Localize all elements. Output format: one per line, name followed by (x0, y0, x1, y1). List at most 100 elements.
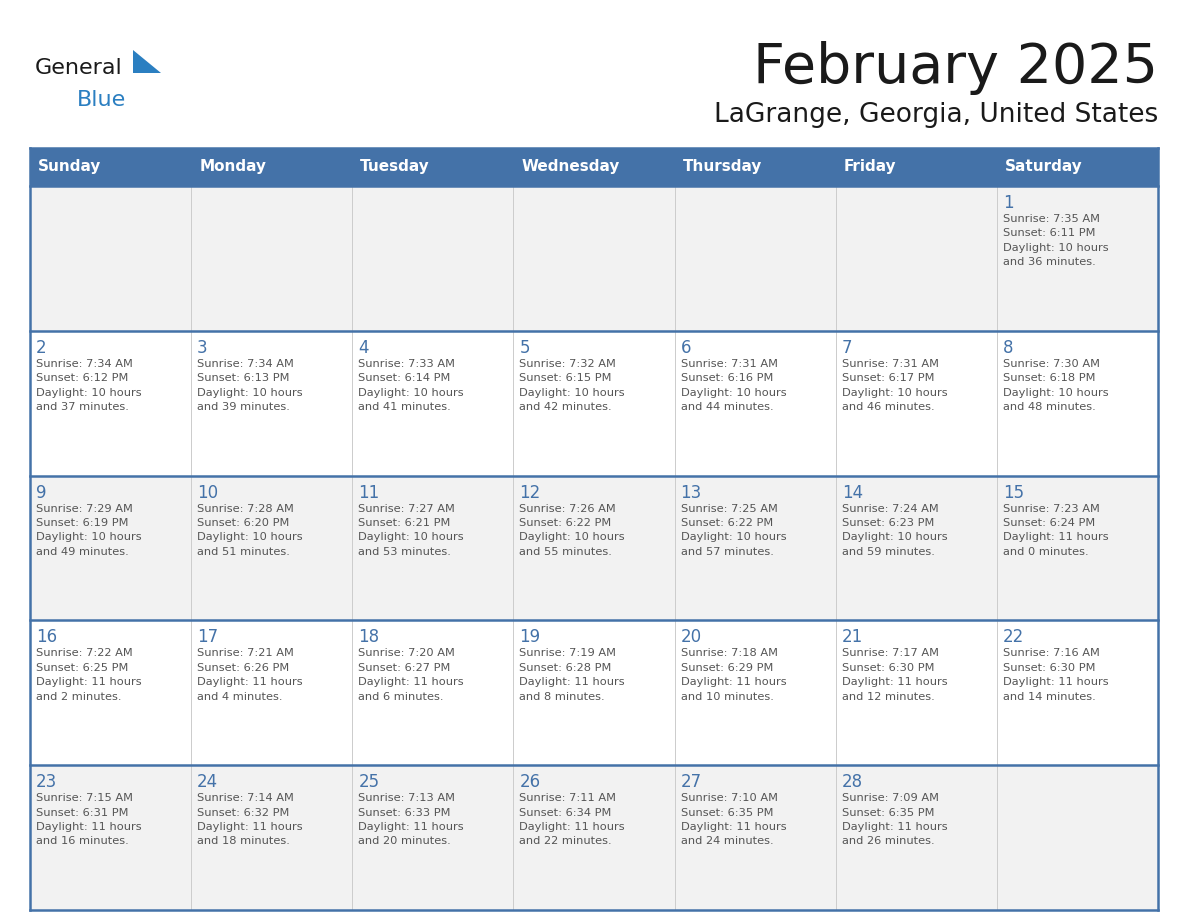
Text: Thursday: Thursday (683, 160, 762, 174)
Bar (997, 766, 1158, 910)
Text: 22: 22 (1003, 629, 1024, 646)
Bar (191, 621, 353, 766)
Text: Sunrise: 7:22 AM
Sunset: 6:25 PM
Daylight: 11 hours
and 2 minutes.: Sunrise: 7:22 AM Sunset: 6:25 PM Dayligh… (36, 648, 141, 701)
Bar (30, 186, 191, 330)
Bar (997, 148, 1158, 186)
Bar (191, 476, 353, 621)
Text: Blue: Blue (77, 90, 126, 110)
Bar (30, 621, 191, 766)
Text: 25: 25 (359, 773, 379, 791)
Bar (513, 148, 675, 186)
Text: Tuesday: Tuesday (360, 160, 430, 174)
Bar (353, 476, 513, 621)
Text: 3: 3 (197, 339, 208, 357)
Text: Sunrise: 7:25 AM
Sunset: 6:22 PM
Daylight: 10 hours
and 57 minutes.: Sunrise: 7:25 AM Sunset: 6:22 PM Dayligh… (681, 504, 786, 557)
Text: LaGrange, Georgia, United States: LaGrange, Georgia, United States (714, 102, 1158, 128)
Bar (835, 186, 997, 330)
Text: Wednesday: Wednesday (522, 160, 620, 174)
Text: Sunrise: 7:34 AM
Sunset: 6:12 PM
Daylight: 10 hours
and 37 minutes.: Sunrise: 7:34 AM Sunset: 6:12 PM Dayligh… (36, 359, 141, 412)
Bar (997, 476, 1158, 621)
Bar (835, 330, 997, 476)
Bar (30, 330, 191, 476)
Text: 28: 28 (842, 773, 862, 791)
Text: 1: 1 (1003, 194, 1013, 212)
Text: Sunrise: 7:30 AM
Sunset: 6:18 PM
Daylight: 10 hours
and 48 minutes.: Sunrise: 7:30 AM Sunset: 6:18 PM Dayligh… (1003, 359, 1108, 412)
Bar (997, 330, 1158, 476)
Text: 20: 20 (681, 629, 702, 646)
Text: Sunrise: 7:13 AM
Sunset: 6:33 PM
Daylight: 11 hours
and 20 minutes.: Sunrise: 7:13 AM Sunset: 6:33 PM Dayligh… (359, 793, 463, 846)
Text: 26: 26 (519, 773, 541, 791)
Text: Sunrise: 7:31 AM
Sunset: 6:16 PM
Daylight: 10 hours
and 44 minutes.: Sunrise: 7:31 AM Sunset: 6:16 PM Dayligh… (681, 359, 786, 412)
Bar (30, 148, 191, 186)
Bar (513, 766, 675, 910)
Bar (353, 330, 513, 476)
Bar (191, 148, 353, 186)
Bar (191, 186, 353, 330)
Text: 27: 27 (681, 773, 702, 791)
Text: Sunrise: 7:35 AM
Sunset: 6:11 PM
Daylight: 10 hours
and 36 minutes.: Sunrise: 7:35 AM Sunset: 6:11 PM Dayligh… (1003, 214, 1108, 267)
Text: Sunrise: 7:11 AM
Sunset: 6:34 PM
Daylight: 11 hours
and 22 minutes.: Sunrise: 7:11 AM Sunset: 6:34 PM Dayligh… (519, 793, 625, 846)
Text: 16: 16 (36, 629, 57, 646)
Text: Sunrise: 7:33 AM
Sunset: 6:14 PM
Daylight: 10 hours
and 41 minutes.: Sunrise: 7:33 AM Sunset: 6:14 PM Dayligh… (359, 359, 463, 412)
Text: Sunrise: 7:19 AM
Sunset: 6:28 PM
Daylight: 11 hours
and 8 minutes.: Sunrise: 7:19 AM Sunset: 6:28 PM Dayligh… (519, 648, 625, 701)
Text: Sunrise: 7:26 AM
Sunset: 6:22 PM
Daylight: 10 hours
and 55 minutes.: Sunrise: 7:26 AM Sunset: 6:22 PM Dayligh… (519, 504, 625, 557)
Text: 7: 7 (842, 339, 852, 357)
Bar (675, 621, 835, 766)
Bar (675, 476, 835, 621)
Text: Sunrise: 7:21 AM
Sunset: 6:26 PM
Daylight: 11 hours
and 4 minutes.: Sunrise: 7:21 AM Sunset: 6:26 PM Dayligh… (197, 648, 303, 701)
Bar (835, 766, 997, 910)
Text: 17: 17 (197, 629, 219, 646)
Bar (835, 476, 997, 621)
Text: 10: 10 (197, 484, 219, 501)
Bar (675, 330, 835, 476)
Bar (675, 186, 835, 330)
Text: 5: 5 (519, 339, 530, 357)
Text: 4: 4 (359, 339, 368, 357)
Text: Sunrise: 7:24 AM
Sunset: 6:23 PM
Daylight: 10 hours
and 59 minutes.: Sunrise: 7:24 AM Sunset: 6:23 PM Dayligh… (842, 504, 947, 557)
Bar (513, 186, 675, 330)
Bar (513, 476, 675, 621)
Text: 8: 8 (1003, 339, 1013, 357)
Text: 9: 9 (36, 484, 46, 501)
Bar (675, 766, 835, 910)
Text: Sunrise: 7:34 AM
Sunset: 6:13 PM
Daylight: 10 hours
and 39 minutes.: Sunrise: 7:34 AM Sunset: 6:13 PM Dayligh… (197, 359, 303, 412)
Text: February 2025: February 2025 (753, 41, 1158, 95)
Text: 6: 6 (681, 339, 691, 357)
Text: Sunrise: 7:23 AM
Sunset: 6:24 PM
Daylight: 11 hours
and 0 minutes.: Sunrise: 7:23 AM Sunset: 6:24 PM Dayligh… (1003, 504, 1108, 557)
Text: Sunrise: 7:31 AM
Sunset: 6:17 PM
Daylight: 10 hours
and 46 minutes.: Sunrise: 7:31 AM Sunset: 6:17 PM Dayligh… (842, 359, 947, 412)
Bar (30, 476, 191, 621)
Bar (353, 186, 513, 330)
Text: 12: 12 (519, 484, 541, 501)
Text: Sunrise: 7:32 AM
Sunset: 6:15 PM
Daylight: 10 hours
and 42 minutes.: Sunrise: 7:32 AM Sunset: 6:15 PM Dayligh… (519, 359, 625, 412)
Text: Sunrise: 7:09 AM
Sunset: 6:35 PM
Daylight: 11 hours
and 26 minutes.: Sunrise: 7:09 AM Sunset: 6:35 PM Dayligh… (842, 793, 947, 846)
Text: Sunrise: 7:28 AM
Sunset: 6:20 PM
Daylight: 10 hours
and 51 minutes.: Sunrise: 7:28 AM Sunset: 6:20 PM Dayligh… (197, 504, 303, 557)
Bar (353, 621, 513, 766)
Text: 15: 15 (1003, 484, 1024, 501)
Bar (191, 330, 353, 476)
Text: 19: 19 (519, 629, 541, 646)
Bar (997, 621, 1158, 766)
Text: Sunrise: 7:18 AM
Sunset: 6:29 PM
Daylight: 11 hours
and 10 minutes.: Sunrise: 7:18 AM Sunset: 6:29 PM Dayligh… (681, 648, 786, 701)
Text: Sunrise: 7:15 AM
Sunset: 6:31 PM
Daylight: 11 hours
and 16 minutes.: Sunrise: 7:15 AM Sunset: 6:31 PM Dayligh… (36, 793, 141, 846)
Text: Friday: Friday (843, 160, 896, 174)
Bar (835, 621, 997, 766)
Bar (835, 148, 997, 186)
Text: 24: 24 (197, 773, 219, 791)
Text: 23: 23 (36, 773, 57, 791)
Bar (353, 148, 513, 186)
Text: Sunrise: 7:20 AM
Sunset: 6:27 PM
Daylight: 11 hours
and 6 minutes.: Sunrise: 7:20 AM Sunset: 6:27 PM Dayligh… (359, 648, 463, 701)
Bar (997, 186, 1158, 330)
Text: Sunrise: 7:17 AM
Sunset: 6:30 PM
Daylight: 11 hours
and 12 minutes.: Sunrise: 7:17 AM Sunset: 6:30 PM Dayligh… (842, 648, 947, 701)
Bar (513, 330, 675, 476)
Bar (513, 621, 675, 766)
Bar (353, 766, 513, 910)
Text: 21: 21 (842, 629, 862, 646)
Text: Sunrise: 7:14 AM
Sunset: 6:32 PM
Daylight: 11 hours
and 18 minutes.: Sunrise: 7:14 AM Sunset: 6:32 PM Dayligh… (197, 793, 303, 846)
Text: 14: 14 (842, 484, 862, 501)
Text: Sunrise: 7:10 AM
Sunset: 6:35 PM
Daylight: 11 hours
and 24 minutes.: Sunrise: 7:10 AM Sunset: 6:35 PM Dayligh… (681, 793, 786, 846)
Text: Monday: Monday (200, 160, 266, 174)
Text: 11: 11 (359, 484, 379, 501)
Bar (191, 766, 353, 910)
Polygon shape (133, 50, 162, 73)
Text: Sunday: Sunday (38, 160, 101, 174)
